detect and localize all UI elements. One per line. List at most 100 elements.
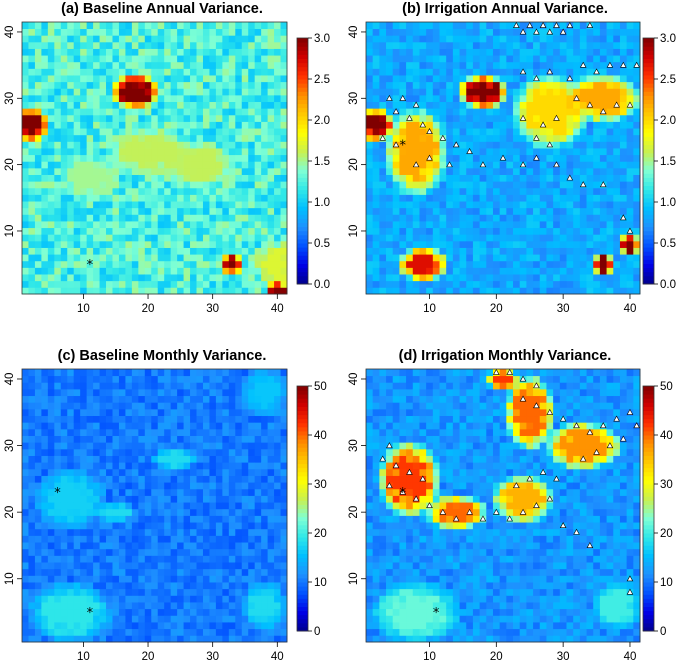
heatmap-cell	[222, 468, 230, 476]
heatmap-cell	[34, 608, 42, 616]
heatmap-cell	[519, 141, 527, 149]
heatmap-cell	[222, 628, 230, 636]
heatmap-cell	[67, 375, 75, 383]
heatmap-cell	[177, 254, 184, 262]
heatmap-cell	[28, 181, 36, 189]
heatmap-cell	[80, 234, 88, 242]
heatmap-cell	[41, 227, 49, 235]
heatmap-cell	[157, 628, 165, 636]
heatmap-cell	[202, 402, 210, 410]
heatmap-cell	[599, 121, 607, 129]
heatmap-cell	[183, 422, 191, 430]
heatmap-cell	[170, 455, 178, 463]
heatmap-cell	[406, 41, 414, 49]
heatmap-cell	[164, 448, 172, 456]
heatmap-cell	[144, 114, 152, 122]
heatmap-cell	[99, 267, 107, 275]
heatmap-cell	[406, 207, 414, 215]
heatmap-cell	[73, 234, 81, 242]
heatmap-cell	[506, 280, 514, 288]
heatmap-cell	[41, 482, 49, 490]
heatmap-cell	[112, 101, 120, 109]
heatmap-cell	[506, 167, 514, 175]
colorbar-step	[643, 132, 654, 137]
heatmap-cell	[34, 522, 42, 530]
heatmap-cell	[106, 608, 113, 616]
heatmap-cell	[202, 615, 210, 623]
heatmap-cell	[446, 227, 454, 235]
heatmap-cell	[586, 240, 594, 248]
heatmap-cell	[586, 274, 594, 282]
heatmap-cell	[573, 267, 581, 275]
heatmap-cell	[112, 194, 120, 202]
heatmap-cell	[190, 515, 197, 523]
heatmap-cell	[106, 475, 113, 483]
heatmap-cell	[164, 595, 172, 603]
heatmap-cell	[546, 227, 554, 235]
heatmap-cell	[586, 227, 594, 235]
heatmap-cell	[73, 207, 81, 215]
heatmap-cell	[366, 287, 374, 295]
heatmap-cell	[472, 94, 481, 103]
heatmap-cell	[22, 134, 29, 142]
heatmap-cell	[412, 181, 420, 189]
heatmap-cell	[492, 234, 501, 242]
heatmap-cell	[34, 462, 42, 470]
heatmap-cell	[241, 108, 249, 116]
heatmap-cell	[106, 548, 113, 556]
heatmap-cell	[67, 187, 75, 195]
heatmap-cell	[60, 41, 68, 49]
heatmap-cell	[452, 234, 460, 242]
location-marker: *	[87, 258, 94, 273]
heatmap-cell	[93, 174, 100, 182]
heatmap-cell	[452, 260, 460, 268]
heatmap-cell	[170, 542, 178, 550]
heatmap-cell	[99, 482, 107, 490]
heatmap-cell	[80, 148, 88, 156]
heatmap-cell	[235, 141, 243, 149]
heatmap-cell	[419, 214, 427, 222]
heatmap-cell	[419, 68, 427, 76]
heatmap-cell	[274, 121, 281, 129]
heatmap-cell	[34, 287, 42, 295]
heatmap-cell	[54, 502, 62, 510]
heatmap-cell	[228, 442, 236, 450]
heatmap-cell	[144, 602, 152, 610]
heatmap-cell	[579, 254, 587, 262]
heatmap-cell	[386, 214, 394, 222]
heatmap-cell	[472, 254, 481, 262]
heatmap-cell	[183, 207, 191, 215]
heatmap-cell	[151, 555, 159, 563]
heatmap-cell	[235, 608, 243, 616]
heatmap-cell	[466, 234, 474, 242]
heatmap-cell	[209, 568, 217, 576]
heatmap-cell	[248, 55, 256, 63]
heatmap-cell	[280, 81, 288, 89]
heatmap-cell	[466, 35, 474, 43]
heatmap-cell	[533, 267, 541, 275]
heatmap-cell	[151, 408, 159, 417]
heatmap-cell	[28, 455, 36, 463]
heatmap-cell	[131, 475, 139, 483]
heatmap-cell	[209, 207, 217, 215]
heatmap-cell	[392, 134, 400, 142]
heatmap-cell	[60, 395, 68, 403]
heatmap-cell	[613, 61, 621, 69]
heatmap-cell	[170, 548, 178, 556]
heatmap-cell	[386, 88, 394, 96]
heatmap-cell	[183, 488, 191, 496]
heatmap-cell	[196, 388, 204, 397]
heatmap-cell	[439, 207, 447, 215]
heatmap-cell	[526, 167, 534, 175]
heatmap-cell	[209, 88, 217, 96]
heatmap-cell	[366, 134, 374, 142]
heatmap-cell	[125, 227, 133, 235]
heatmap-cell	[439, 174, 447, 182]
heatmap-cell	[80, 622, 88, 630]
heatmap-cell	[202, 555, 210, 563]
colorbar-step	[643, 230, 654, 236]
heatmap-cell	[209, 462, 217, 470]
heatmap-cell	[486, 247, 494, 255]
heatmap-cell	[274, 207, 281, 215]
heatmap-cell	[492, 75, 501, 83]
